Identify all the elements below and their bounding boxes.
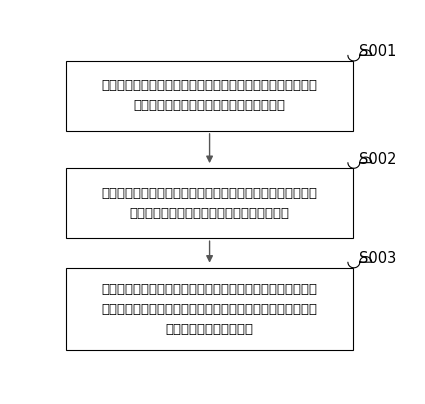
FancyBboxPatch shape	[66, 168, 353, 238]
FancyBboxPatch shape	[66, 61, 353, 131]
Text: 采集机械零件的裂纹缺陷图像以得到裂纹缺陷区域，对裂纹缺
陷区域中的裂纹进行细化操作得到细化图像: 采集机械零件的裂纹缺陷图像以得到裂纹缺陷区域，对裂纹缺 陷区域中的裂纹进行细化操…	[102, 80, 317, 112]
Text: 利用裂纹的分支特点获取修复后裂纹的多个裂纹段，根据裂纹
段的长度和角度得到裂纹缺陷对机械零件的损伤程度，以通过
损伤程度采取相应的措施: 利用裂纹的分支特点获取修复后裂纹的多个裂纹段，根据裂纹 段的长度和角度得到裂纹缺…	[102, 282, 317, 335]
Text: S001: S001	[360, 44, 397, 59]
FancyBboxPatch shape	[66, 268, 353, 350]
Text: S003: S003	[360, 251, 397, 266]
Text: 根据裂纹的连续性获取细化图像中的裂纹端点，基于裂纹端点
的扩展区域对细化图像中的中断裂纹进行修复: 根据裂纹的连续性获取细化图像中的裂纹端点，基于裂纹端点 的扩展区域对细化图像中的…	[102, 187, 317, 220]
Text: S002: S002	[360, 152, 397, 167]
